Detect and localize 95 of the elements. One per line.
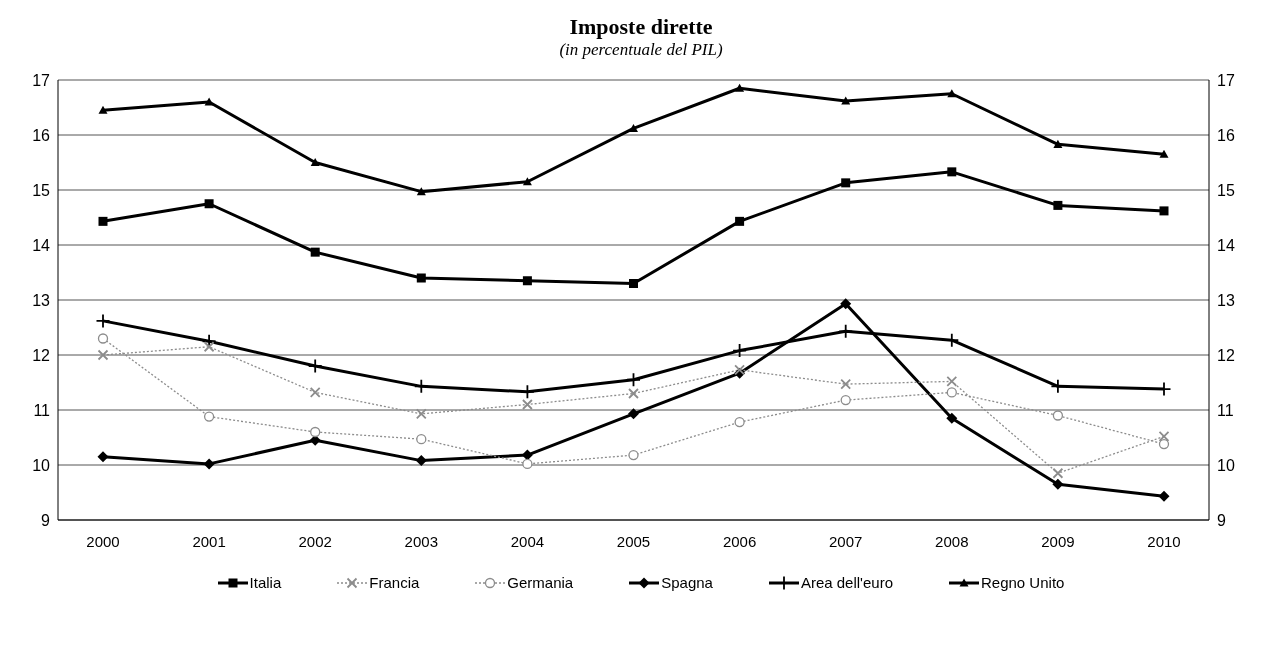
point <box>1053 200 1063 210</box>
point <box>97 451 109 463</box>
point <box>203 341 215 353</box>
y-tick-label: 11 <box>33 401 51 419</box>
y-tick-label: 10 <box>32 456 51 474</box>
x-tick-label: 2001 <box>192 532 226 550</box>
point <box>838 323 854 339</box>
point <box>95 313 111 329</box>
point <box>628 388 639 399</box>
x-tick-label: 2008 <box>935 532 969 550</box>
legend-label: Area dell'euro <box>800 574 893 591</box>
point <box>734 416 745 428</box>
point <box>1052 467 1064 479</box>
point <box>415 408 427 420</box>
point <box>97 333 109 344</box>
point <box>310 158 320 167</box>
y2-tick-label: 11 <box>1217 401 1234 419</box>
point <box>628 408 639 420</box>
point <box>416 187 426 196</box>
x-tick-label: 2000 <box>86 532 120 550</box>
y2-tick-label: 13 <box>1217 291 1235 309</box>
legend-label: Regno Unito <box>981 574 1065 591</box>
point <box>97 349 109 361</box>
y-tick-label: 12 <box>32 346 51 364</box>
point <box>204 199 214 209</box>
y2-tick-label: 16 <box>1217 126 1235 144</box>
point <box>735 83 745 92</box>
y-tick-label: 17 <box>32 71 51 89</box>
point <box>310 426 321 438</box>
point <box>629 123 638 132</box>
point <box>522 458 533 470</box>
point <box>1052 410 1064 421</box>
point <box>98 105 108 114</box>
legend-label: Spagna <box>661 574 713 591</box>
point <box>946 412 958 424</box>
y-tick-label: 16 <box>32 126 51 144</box>
point <box>204 97 214 106</box>
x-tick-label: 2009 <box>1041 532 1075 550</box>
point <box>1159 149 1169 158</box>
point <box>98 216 108 226</box>
y-tick-label: 9 <box>41 511 51 529</box>
point <box>307 358 323 374</box>
point <box>1053 139 1063 148</box>
legend-label: Francia <box>369 574 420 591</box>
point <box>1052 478 1064 490</box>
point <box>1050 378 1066 394</box>
point <box>1158 431 1170 442</box>
y-tick-label: 13 <box>32 291 51 309</box>
point <box>203 458 215 470</box>
point <box>628 449 639 461</box>
y2-tick-label: 17 <box>1217 71 1235 89</box>
point <box>841 178 851 188</box>
point <box>947 167 957 177</box>
point <box>520 384 535 400</box>
x-tick-label: 2006 <box>722 532 757 550</box>
point <box>416 434 427 445</box>
point <box>1159 206 1169 216</box>
y2-tick-label: 10 <box>1217 456 1235 474</box>
point <box>522 276 532 286</box>
x-tick-label: 2004 <box>510 532 545 550</box>
point <box>415 455 427 467</box>
point <box>1158 438 1170 450</box>
point <box>841 96 851 105</box>
x-tick-label: 2003 <box>404 532 438 550</box>
point <box>840 394 851 406</box>
point <box>947 89 957 98</box>
point <box>310 247 320 257</box>
x-tick-label: 2005 <box>616 532 651 550</box>
x-tick-label: 2007 <box>829 532 863 550</box>
y2-tick-label: 15 <box>1217 181 1235 199</box>
point <box>413 378 429 394</box>
point <box>840 298 852 310</box>
y2-tick-label: 14 <box>1217 236 1235 254</box>
point <box>626 372 641 388</box>
chart-title: Imposte dirette <box>568 14 714 40</box>
point <box>629 279 638 288</box>
y-tick-label: 14 <box>32 236 51 254</box>
point <box>735 216 745 226</box>
point <box>840 378 852 390</box>
x-tick-label: 2010 <box>1147 532 1181 550</box>
y2-tick-label: 12 <box>1217 346 1235 364</box>
legend-label: Italia <box>249 574 282 591</box>
legend-label: Germania <box>507 574 574 591</box>
x-tick-label: 2002 <box>298 532 332 550</box>
point <box>946 376 958 387</box>
point <box>1158 490 1170 502</box>
point <box>946 387 957 398</box>
point <box>309 387 321 398</box>
y2-tick-label: 9 <box>1217 511 1226 529</box>
point <box>522 399 533 410</box>
chart-subtitle: (in percentuale del PIL) <box>558 40 724 60</box>
point <box>732 343 747 358</box>
point <box>203 411 215 422</box>
point <box>416 273 426 283</box>
y-tick-label: 15 <box>32 181 51 199</box>
